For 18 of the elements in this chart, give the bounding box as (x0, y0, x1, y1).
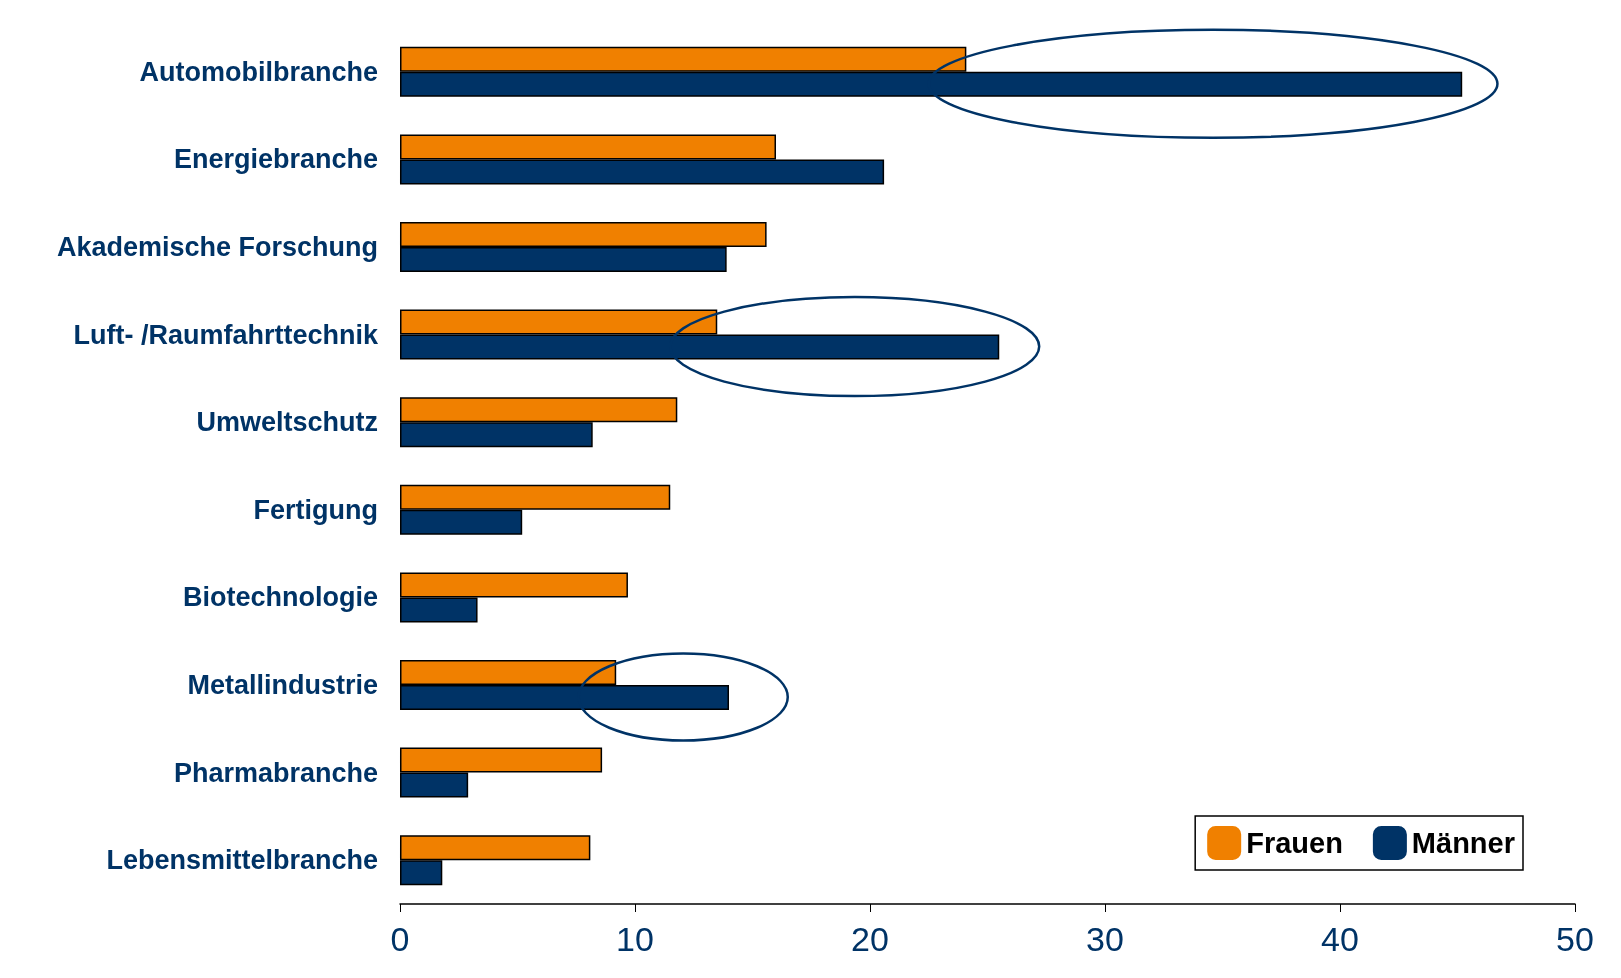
y-tick-label: Pharmabranche (173, 757, 378, 788)
x-tick-label: 40 (1321, 920, 1359, 958)
x-tick-label: 0 (390, 920, 410, 958)
y-tick-label: Lebensmittelbranche (106, 845, 378, 876)
y-tick-label: Metallindustrie (187, 670, 378, 700)
y-tick-label: Umweltschutz (196, 407, 378, 438)
y-tick-label: Biotechnologie (183, 582, 378, 613)
y-tick-label: Luft- /Raumfahrttechnik (73, 319, 379, 350)
legend-label: Frauen (1246, 827, 1343, 859)
y-tick-label: Automobilbranche (139, 56, 378, 87)
x-tick-label: 10 (616, 920, 654, 958)
y-tick-label: Akademische Forschung (56, 232, 378, 262)
y-tick-label: Energiebranche (173, 144, 378, 175)
x-tick-label: 50 (1556, 920, 1594, 958)
y-tick-label: Fertigung (253, 494, 378, 525)
legend-label: Männer (1411, 827, 1516, 859)
x-tick-label: 20 (851, 920, 889, 958)
x-tick-label: 30 (1086, 920, 1124, 958)
